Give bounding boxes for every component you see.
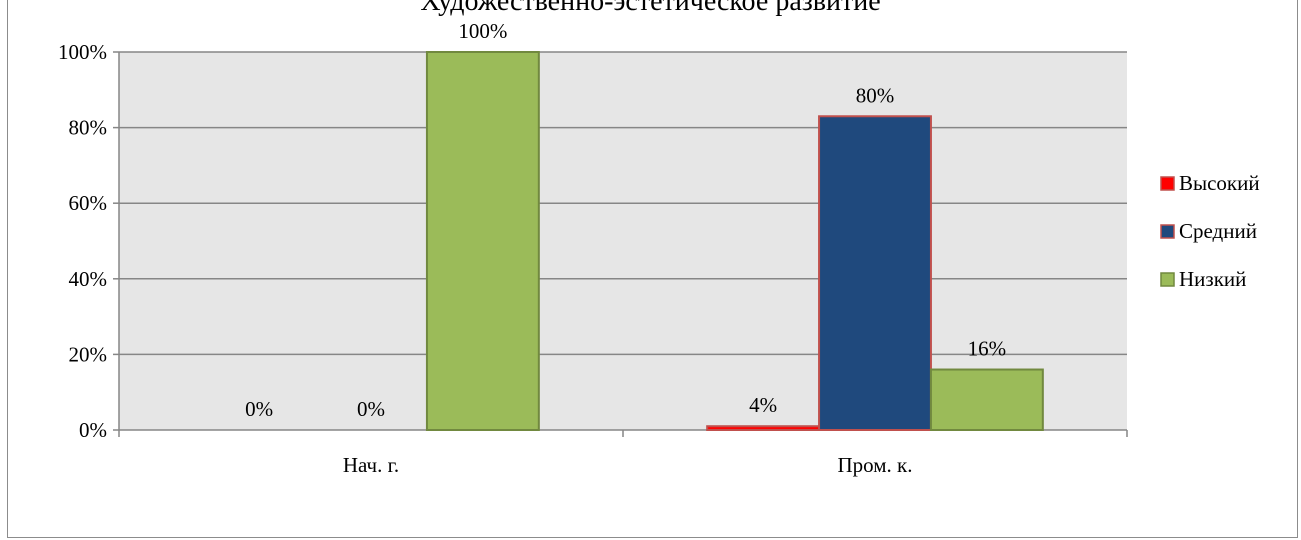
data-label: 80% <box>856 83 895 107</box>
chart-title: Художественно-эстетическое развитие <box>420 0 881 17</box>
legend-label: Высокий <box>1179 171 1260 195</box>
bar <box>425 51 540 431</box>
data-label: 0% <box>357 397 385 421</box>
plot-area <box>119 52 1127 430</box>
data-label: 16% <box>968 337 1007 361</box>
y-tick-label: 0% <box>79 418 107 442</box>
x-tick-label: Нач. г. <box>343 453 399 477</box>
bar <box>706 425 821 432</box>
legend-label: Средний <box>1179 219 1257 243</box>
y-tick-label: 80% <box>69 116 108 140</box>
x-tick-label: Пром. к. <box>837 453 912 477</box>
y-tick-label: 100% <box>58 40 107 64</box>
data-label: 4% <box>749 393 777 417</box>
bar <box>818 115 932 431</box>
legend-swatch <box>1160 272 1175 287</box>
legend-label: Низкий <box>1179 267 1246 291</box>
bar <box>929 368 1044 431</box>
data-label: 100% <box>458 19 507 43</box>
y-tick-label: 60% <box>69 191 108 215</box>
legend-swatch <box>1160 176 1175 191</box>
y-tick-label: 40% <box>69 267 108 291</box>
y-tick-label: 20% <box>69 342 108 366</box>
legend-swatch <box>1160 224 1175 239</box>
data-label: 0% <box>245 397 273 421</box>
